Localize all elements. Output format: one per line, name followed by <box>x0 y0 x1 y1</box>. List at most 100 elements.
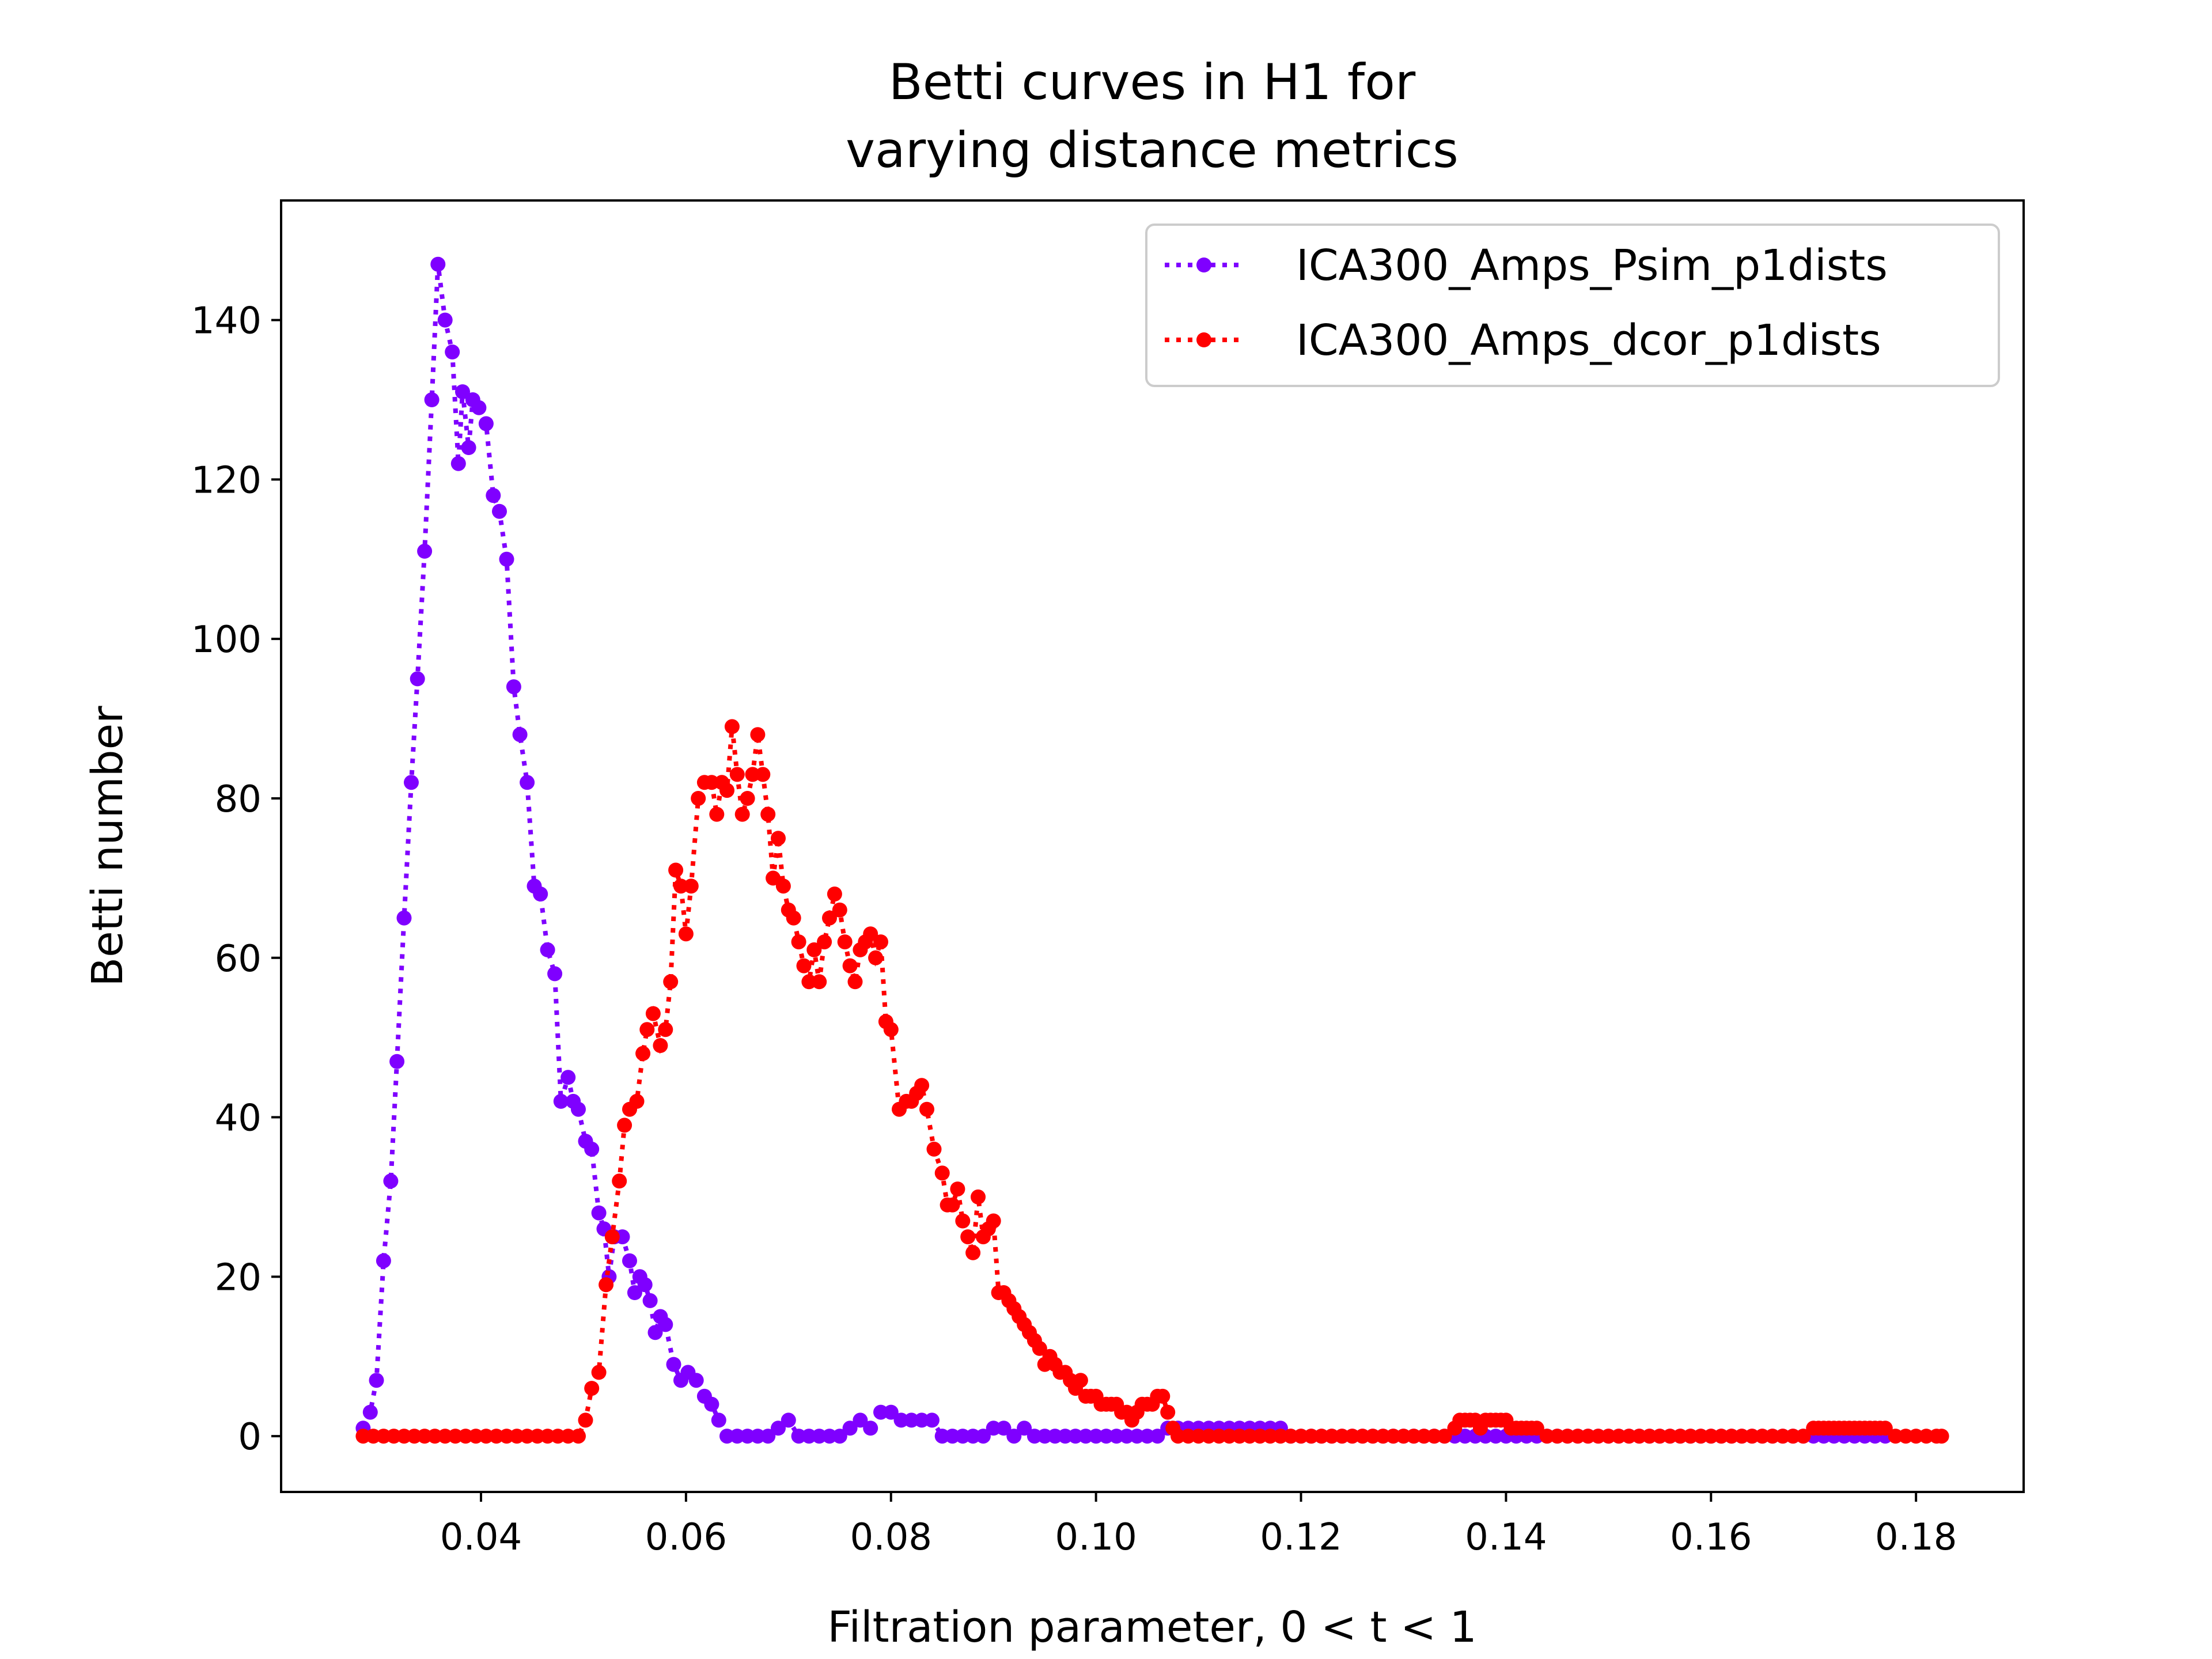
data-point <box>755 767 771 782</box>
data-point <box>1457 1429 1473 1444</box>
data-point <box>750 727 766 743</box>
legend-label-dcor: ICA300_Amps_dcor_p1dists <box>1296 316 1881 365</box>
data-point <box>571 1429 586 1444</box>
data-point <box>868 950 884 965</box>
data-point <box>1334 1429 1350 1444</box>
chart-title-line-1: Betti curves in H1 for <box>889 54 1416 111</box>
x-axis-label: Filtration parameter, 0 < t < 1 <box>827 1603 1476 1652</box>
data-point <box>376 1429 391 1444</box>
data-point <box>673 878 688 894</box>
x-tick-label: 0.12 <box>1260 1516 1342 1559</box>
data-point <box>1252 1429 1268 1444</box>
data-point <box>533 887 548 902</box>
data-point <box>430 256 446 272</box>
data-point <box>1785 1429 1801 1444</box>
data-point <box>591 1205 607 1221</box>
data-point <box>488 1429 504 1444</box>
data-point <box>1324 1429 1339 1444</box>
data-point <box>550 1429 566 1444</box>
data-point <box>1129 1429 1145 1444</box>
data-point <box>750 1429 766 1444</box>
data-point <box>1304 1429 1319 1444</box>
data-point <box>853 1412 868 1428</box>
data-point <box>1539 1429 1555 1444</box>
data-point <box>668 862 684 878</box>
data-point <box>540 1429 555 1444</box>
y-axis-ticks: 0 20 40 60 80 100 120 140 <box>191 300 281 1459</box>
data-point <box>683 878 699 894</box>
data-point <box>571 1101 586 1117</box>
data-point <box>410 671 425 687</box>
data-point <box>658 1317 673 1332</box>
data-point <box>1765 1429 1780 1444</box>
data-point <box>745 767 760 782</box>
y-tick-label: 40 <box>215 1097 262 1140</box>
data-point <box>1621 1429 1637 1444</box>
data-point <box>883 1404 899 1420</box>
data-point <box>1017 1421 1032 1436</box>
data-point <box>863 926 878 942</box>
data-point <box>775 878 791 894</box>
data-point <box>1155 1388 1171 1404</box>
data-point <box>1642 1429 1657 1444</box>
data-point <box>863 1421 878 1436</box>
data-point <box>914 1078 930 1093</box>
data-point <box>729 1429 745 1444</box>
data-point <box>458 1429 474 1444</box>
data-point <box>396 910 412 926</box>
data-point <box>904 1412 919 1428</box>
data-point <box>437 1429 453 1444</box>
data-point <box>512 727 528 743</box>
data-point <box>766 870 781 886</box>
data-point <box>653 1038 668 1053</box>
data-point <box>1437 1429 1452 1444</box>
data-point <box>996 1421 1012 1436</box>
data-point <box>635 1046 651 1061</box>
data-point <box>883 1022 899 1037</box>
data-point <box>950 1181 965 1197</box>
data-point <box>926 1141 942 1157</box>
x-tick-label: 0.16 <box>1670 1516 1752 1559</box>
data-point <box>666 1357 681 1372</box>
data-point <box>369 1373 384 1388</box>
data-point <box>771 1421 786 1436</box>
data-point <box>1662 1429 1678 1444</box>
data-point <box>1744 1429 1760 1444</box>
data-point <box>553 1093 569 1109</box>
data-point <box>366 1429 381 1444</box>
y-tick-label: 20 <box>215 1256 262 1299</box>
data-point <box>1027 1429 1042 1444</box>
data-point <box>842 958 858 974</box>
data-point <box>407 1429 422 1444</box>
data-point <box>704 1396 719 1412</box>
data-point <box>1119 1429 1134 1444</box>
data-point <box>924 1412 940 1428</box>
data-point <box>945 1197 960 1213</box>
legend-label-psim: ICA300_Amps_Psim_p1dists <box>1296 241 1888 290</box>
data-point <box>1006 1429 1022 1444</box>
data-point <box>520 775 535 790</box>
data-point <box>396 1429 412 1444</box>
data-point <box>873 1404 888 1420</box>
x-tick-label: 0.10 <box>1055 1516 1137 1559</box>
data-point <box>386 1429 402 1444</box>
data-point <box>955 1213 971 1229</box>
data-point <box>934 1165 950 1181</box>
data-point <box>468 1429 484 1444</box>
data-point <box>801 1429 817 1444</box>
legend-marker-psim <box>1196 257 1211 272</box>
data-point <box>509 1429 525 1444</box>
y-tick-label: 80 <box>215 778 262 821</box>
data-point <box>1888 1429 1903 1444</box>
data-point <box>448 1429 463 1444</box>
data-point <box>817 934 832 950</box>
data-point <box>965 1429 981 1444</box>
data-point <box>1073 1373 1088 1388</box>
data-point <box>499 1429 514 1444</box>
data-point <box>688 1373 704 1388</box>
data-point <box>1416 1429 1431 1444</box>
data-point <box>955 1429 971 1444</box>
data-point <box>724 719 740 734</box>
data-point <box>719 783 734 798</box>
